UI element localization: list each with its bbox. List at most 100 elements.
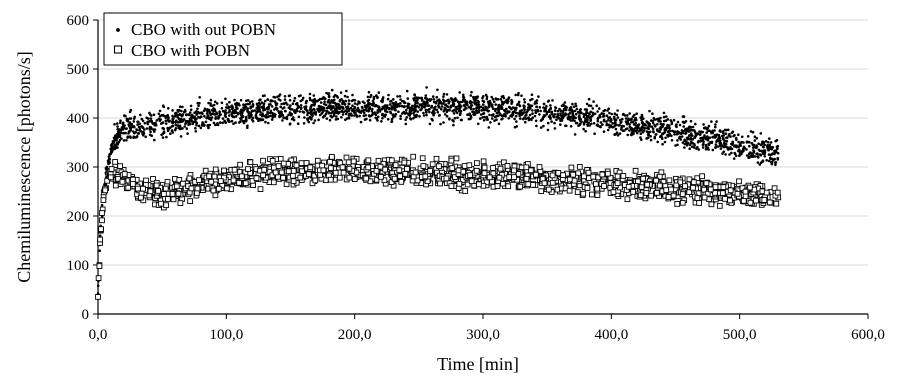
point-s0-c2567 xyxy=(487,102,491,105)
point-s0-c898 xyxy=(144,135,147,139)
point-s0-c284 xyxy=(442,92,446,96)
point-s1-c1399 xyxy=(327,176,334,183)
point-s0-c1051 xyxy=(419,108,423,111)
point-s0-c710 xyxy=(524,120,527,124)
point-s0-c192 xyxy=(690,145,694,148)
point-s0-c2500 xyxy=(425,97,428,100)
point-s0-c1651 xyxy=(601,123,604,126)
point-s0-c1274 xyxy=(455,111,459,115)
point-s1-c939 xyxy=(345,159,352,166)
x-tick-label-600: 600,0 xyxy=(851,327,885,343)
point-s0-c1623 xyxy=(232,122,235,126)
point-s0-c2449 xyxy=(420,104,424,108)
point-s0-c2208 xyxy=(608,111,611,115)
point-s0-c2052 xyxy=(186,113,190,116)
point-s0-c727 xyxy=(663,140,667,144)
point-s0-c2077 xyxy=(681,115,685,118)
point-s0-c2474 xyxy=(206,109,209,113)
point-s0-c1233 xyxy=(707,124,711,128)
point-s1-c1365 xyxy=(523,175,530,182)
point-s0-c2302 xyxy=(568,117,572,120)
point-s0-c135 xyxy=(209,98,213,102)
point-s1-c393 xyxy=(212,192,219,199)
point-s0-c2114 xyxy=(242,103,245,106)
point-s0-c1483 xyxy=(765,159,768,162)
point-s0-c580 xyxy=(531,112,534,115)
point-s1-c1175 xyxy=(436,163,442,170)
point-s0-c1135 xyxy=(135,128,139,132)
point-s0-c1871 xyxy=(167,116,170,119)
point-s0-c1361 xyxy=(477,111,481,114)
point-s0-c2413 xyxy=(637,123,641,126)
point-s0-c1819 xyxy=(663,130,667,134)
point-s1-c308 xyxy=(624,196,631,203)
point-s0-c2372 xyxy=(618,123,621,127)
point-s0-c578 xyxy=(139,113,142,117)
point-s0-c566 xyxy=(660,134,663,138)
point-s0-c277 xyxy=(537,95,540,98)
point-s0-c2399 xyxy=(579,118,582,121)
point-s1-c1187 xyxy=(670,192,677,199)
point-s0-c1532 xyxy=(118,139,122,142)
point-s0-c1321 xyxy=(255,102,259,106)
point-s0-c2465 xyxy=(196,111,200,114)
point-s0-c582 xyxy=(491,107,495,110)
point-s0-c2459 xyxy=(602,109,605,113)
point-s0-c1859 xyxy=(214,123,217,127)
point-s0-c1659 xyxy=(756,161,760,164)
point-s0-c778 xyxy=(404,108,408,112)
point-s0-c325 xyxy=(353,114,356,117)
point-s0-c1131 xyxy=(452,104,455,107)
point-s1-c1237 xyxy=(605,170,611,177)
point-s1-c545 xyxy=(410,153,417,160)
point-s0-c953 xyxy=(672,118,676,122)
point-s1-c35 xyxy=(336,174,343,181)
point-s1-c1326 xyxy=(307,164,314,171)
point-s0-c1038 xyxy=(417,96,420,100)
point-s1-c1132 xyxy=(452,174,458,180)
point-s0-c1584 xyxy=(507,117,511,120)
point-s0-c1660 xyxy=(474,101,478,105)
point-s1-c321 xyxy=(666,177,673,184)
point-s0-c1050 xyxy=(614,121,617,124)
point-s0-c1828 xyxy=(697,139,700,143)
point-s0-c1137 xyxy=(545,104,548,108)
point-s0-c542 xyxy=(157,117,161,121)
point-s1-c816 xyxy=(580,190,587,197)
point-s0-c2273 xyxy=(399,117,402,120)
point-s0-c1553 xyxy=(587,112,591,115)
point-s0-c2216 xyxy=(470,104,474,107)
point-s0-c324 xyxy=(345,117,349,120)
point-s0-c2013 xyxy=(759,143,763,147)
point-s0-c1192 xyxy=(718,142,721,145)
point-s0-c1509 xyxy=(577,124,580,127)
point-s0-c1640 xyxy=(126,136,129,139)
point-s0-c2203 xyxy=(632,131,635,135)
point-s0-c2542 xyxy=(774,163,777,167)
point-s1-c785 xyxy=(701,186,707,193)
point-s0-c83 xyxy=(302,122,306,125)
point-s1-c690 xyxy=(269,157,276,164)
point-s0-c2076 xyxy=(141,119,145,123)
point-s0-c2024 xyxy=(582,115,586,118)
point-s0-c2398 xyxy=(658,130,661,134)
point-s0-c2505 xyxy=(329,108,333,111)
point-s0-c2072 xyxy=(148,133,152,137)
point-s0-c2078 xyxy=(172,117,175,120)
point-s0-c2174 xyxy=(456,116,459,120)
point-s0-c1946 xyxy=(514,93,517,97)
point-s0-c593 xyxy=(346,95,349,99)
point-s0-c1641 xyxy=(490,117,494,120)
point-s0-c1565 xyxy=(391,113,395,117)
point-s0-c1347 xyxy=(166,118,170,122)
point-s0-c2059 xyxy=(647,133,651,137)
point-s0-c92 xyxy=(497,122,501,126)
point-s0-c1431 xyxy=(616,134,620,137)
point-s0-c2539 xyxy=(360,105,364,109)
point-s1-c1223 xyxy=(319,162,325,169)
point-s0-c1639 xyxy=(768,137,771,140)
point-s0-c2468 xyxy=(378,110,382,113)
point-s0-c2409 xyxy=(189,118,193,121)
point-s0-c1105 xyxy=(462,108,466,112)
point-s0-c2234 xyxy=(738,150,741,153)
